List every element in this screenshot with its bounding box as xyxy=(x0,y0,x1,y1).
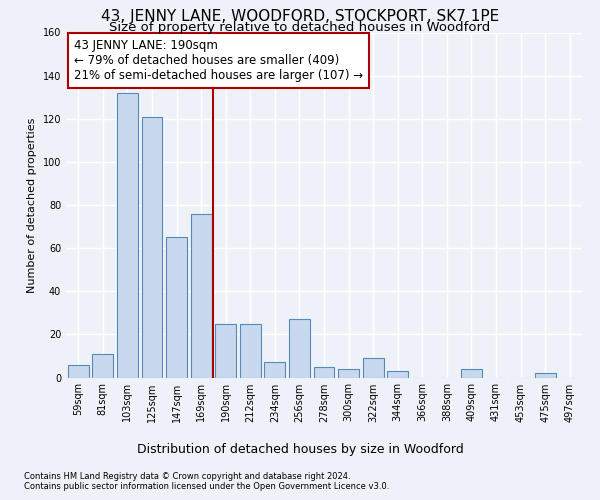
Bar xyxy=(191,214,212,378)
Text: Contains HM Land Registry data © Crown copyright and database right 2024.: Contains HM Land Registry data © Crown c… xyxy=(24,472,350,481)
Bar xyxy=(142,116,163,378)
Bar xyxy=(461,369,482,378)
Bar xyxy=(240,324,261,378)
Bar xyxy=(362,358,383,378)
Bar xyxy=(92,354,113,378)
Bar xyxy=(289,320,310,378)
Bar xyxy=(68,364,89,378)
Bar xyxy=(215,324,236,378)
Text: 43, JENNY LANE, WOODFORD, STOCKPORT, SK7 1PE: 43, JENNY LANE, WOODFORD, STOCKPORT, SK7… xyxy=(101,9,499,24)
Text: Size of property relative to detached houses in Woodford: Size of property relative to detached ho… xyxy=(109,21,491,34)
Bar xyxy=(117,93,138,378)
Bar xyxy=(535,373,556,378)
Bar xyxy=(265,362,286,378)
Text: 43 JENNY LANE: 190sqm
← 79% of detached houses are smaller (409)
21% of semi-det: 43 JENNY LANE: 190sqm ← 79% of detached … xyxy=(74,40,363,82)
Y-axis label: Number of detached properties: Number of detached properties xyxy=(27,118,37,292)
Bar xyxy=(387,371,408,378)
Bar xyxy=(338,369,359,378)
Bar xyxy=(166,238,187,378)
Text: Distribution of detached houses by size in Woodford: Distribution of detached houses by size … xyxy=(137,442,463,456)
Text: Contains public sector information licensed under the Open Government Licence v3: Contains public sector information licen… xyxy=(24,482,389,491)
Bar xyxy=(314,366,334,378)
